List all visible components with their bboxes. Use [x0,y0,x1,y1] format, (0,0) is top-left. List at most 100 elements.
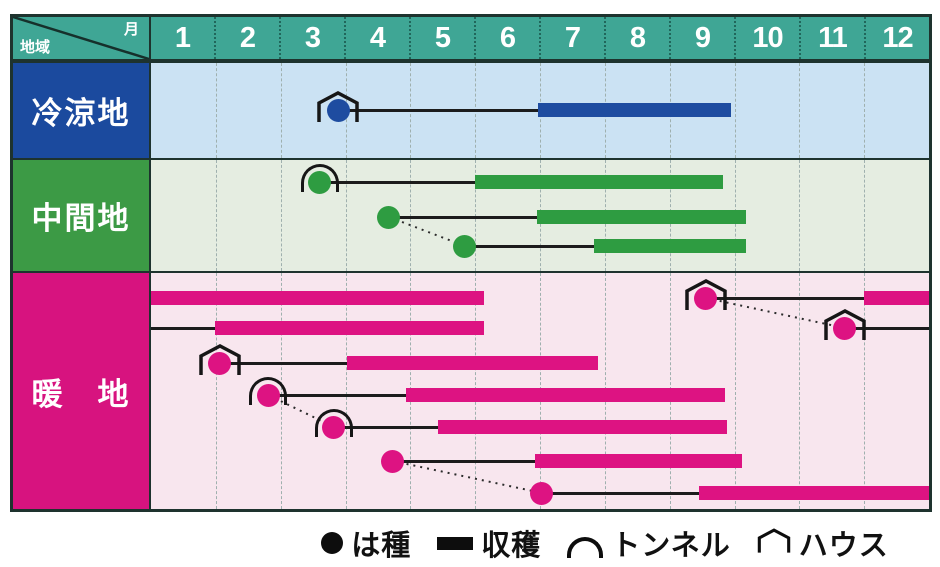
month-gridline [734,273,736,509]
legend-label: ハウス [798,530,889,562]
connector-dotted-line [392,460,543,494]
growth-line [705,296,864,300]
month-gridline [734,63,736,158]
month-gridline [345,273,347,509]
connector-layer [267,297,845,494]
house-icon [757,525,791,562]
growth-line [151,326,215,330]
growth-line [333,425,438,429]
growth-line [319,180,476,184]
harvest-bar [698,486,929,500]
region-chart-area-warm [151,273,929,509]
harvest-bar [863,291,929,305]
region-chart-area-intermediate [151,160,929,271]
legend: は種 収穫 トンネル ハウス [0,521,940,565]
harvest-bar [536,210,746,224]
house-icon [198,344,242,381]
legend-label: は種 [351,530,412,562]
month-header-cell: 4 [344,17,409,59]
sowing-dot [453,234,477,258]
sowing-dot [381,449,405,473]
month-gridline [799,63,801,158]
month-header-cell: 5 [409,17,474,59]
sowing-dot [208,351,232,375]
growth-line [268,393,406,397]
region-row-cool: 冷涼地 [13,61,929,158]
harvest-bar [151,291,484,305]
calendar-table: 月 地域 1 2 3 4 5 6 7 8 9 10 11 12 冷涼地 中間地 暖 地 [10,14,932,512]
legend-item: ハウス [757,522,889,564]
month-gridline [799,160,801,271]
tunnel-icon [567,537,604,558]
sowing-dot [326,98,350,122]
tunnel-icon [314,409,353,437]
month-header-cell: 2 [214,17,279,59]
month-gridline [215,273,217,509]
legend-item: は種 [321,522,411,564]
sowing-dot-icon [321,532,344,554]
region-row-intermediate: 中間地 [13,158,929,271]
corner-region-label: 地域 [20,39,51,56]
harvest-bar [594,239,747,253]
month-gridline [799,273,801,509]
region-label-intermediate: 中間地 [13,160,151,271]
growth-line [392,459,535,463]
month-gridline [864,63,866,158]
month-header-cell: 3 [279,17,344,59]
month-header-cell: 8 [604,17,669,59]
month-header-cell: 6 [474,17,539,59]
growth-line [844,326,929,330]
month-gridline [864,273,866,509]
month-gridline [280,63,282,158]
region-label-warm: 暖 地 [13,273,151,509]
harvest-bar [214,321,484,335]
diagonal-divider-icon [13,17,149,59]
harvest-bar [538,103,732,117]
table-header: 月 地域 1 2 3 4 5 6 7 8 9 10 11 12 [13,17,929,61]
growth-line [541,491,699,495]
house-icon [823,309,867,346]
tunnel-icon [249,377,288,405]
month-header-cell: 7 [539,17,604,59]
month-header-cell: 9 [669,17,734,59]
month-gridline [345,160,347,271]
sowing-dot [377,205,401,229]
sowing-dot [530,481,554,505]
harvest-bar [405,388,726,402]
month-gridline [864,160,866,271]
harvest-bar-icon [437,536,474,550]
month-header-cell: 10 [734,17,799,59]
legend-item: 収穫 [437,522,541,564]
region-chart-area-cool [151,63,929,158]
sowing-dot [694,286,718,310]
tunnel-icon [300,164,339,192]
corner-cell: 月 地域 [13,17,151,59]
month-header-cell: 1 [174,21,191,54]
month-gridline [215,63,217,158]
harvest-bar [475,175,723,189]
harvest-bar [347,356,599,370]
house-icon [684,279,728,316]
connector-dotted-line [267,394,335,428]
house-icon [316,91,360,128]
month-header-cell: 12 [864,17,929,59]
region-row-warm: 暖 地 [13,271,929,509]
sowing-dot [833,316,857,340]
month-gridline [215,160,217,271]
region-label-cool: 冷涼地 [13,63,151,158]
growth-line [388,215,537,219]
growth-line [338,108,539,112]
growth-line [219,361,348,365]
connector-dotted-line [705,297,845,329]
month-header-cell: 11 [799,17,864,59]
growth-line [464,244,595,248]
corner-month-label: 月 [123,21,139,38]
harvest-bar [534,454,742,468]
legend-label: 収穫 [481,530,542,562]
month-header-row: 1 2 3 4 5 6 7 8 9 10 11 12 [151,17,929,59]
legend-item: トンネル [567,522,730,564]
month-gridline [280,160,282,271]
legend-label: トンネル [611,530,731,562]
harvest-bar [437,420,727,434]
